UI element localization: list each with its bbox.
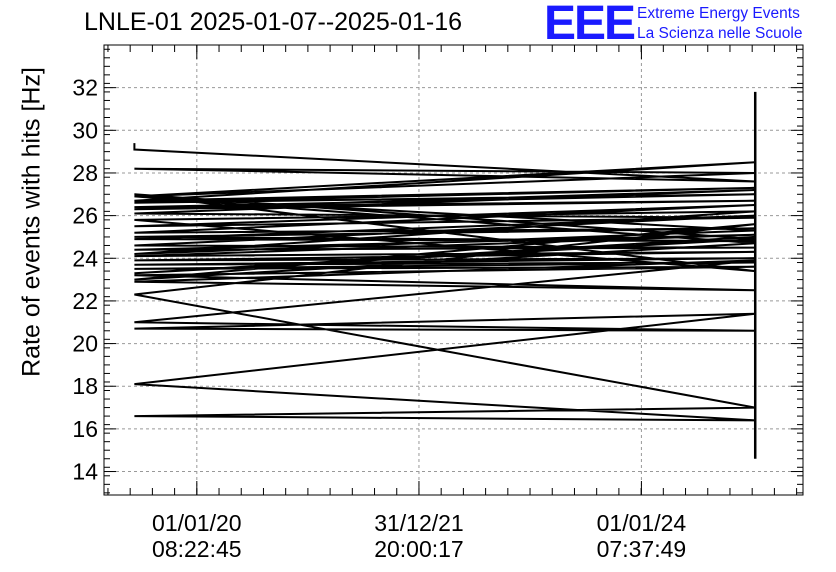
- y-axis-label: Rate of events with hits [Hz]: [17, 67, 46, 377]
- chart-title: LNLE-01 2025-01-07--2025-01-16: [84, 8, 463, 36]
- x-tick-time: 08:22:45: [152, 536, 242, 562]
- y-tick-label: 20: [72, 331, 98, 357]
- plot-frame: [103, 44, 804, 496]
- plot-border: [103, 44, 804, 496]
- y-tick-label: 32: [72, 75, 98, 101]
- y-tick-label: 24: [72, 245, 98, 271]
- y-tick-label: 30: [72, 117, 98, 143]
- x-tick-date: 01/01/20: [152, 510, 242, 536]
- x-tick-time: 07:37:49: [596, 536, 687, 562]
- org-line-2: La Scienza nelle Scuole: [637, 25, 803, 42]
- series-line: [133, 143, 756, 422]
- series-lines: [133, 91, 757, 459]
- y-tick-label: 18: [72, 373, 98, 399]
- x-tick-date: 31/12/21: [374, 510, 464, 536]
- org-line-1: Extreme Energy Events: [637, 5, 800, 22]
- y-tick-label: 28: [72, 160, 98, 186]
- x-tick-label: 01/01/20 08:22:45: [117, 510, 277, 562]
- eee-logo: EEE: [544, 0, 636, 50]
- x-tick-label: 31/12/21 20:00:17: [339, 510, 499, 562]
- y-tick-label: 22: [72, 288, 98, 314]
- y-tick-label: 26: [72, 203, 98, 229]
- organization-name: Extreme Energy Events La Scienza nelle S…: [637, 4, 802, 44]
- y-tick-label: 14: [72, 459, 98, 485]
- x-tick-date: 01/01/24: [596, 510, 687, 536]
- x-tick-label: 01/01/24 07:37:49: [561, 510, 721, 562]
- y-tick-label: 16: [72, 416, 98, 442]
- x-tick-time: 20:00:17: [374, 536, 464, 562]
- y-tick-labels: 14 16 18 20 22 24 26 28 30 32: [72, 75, 98, 485]
